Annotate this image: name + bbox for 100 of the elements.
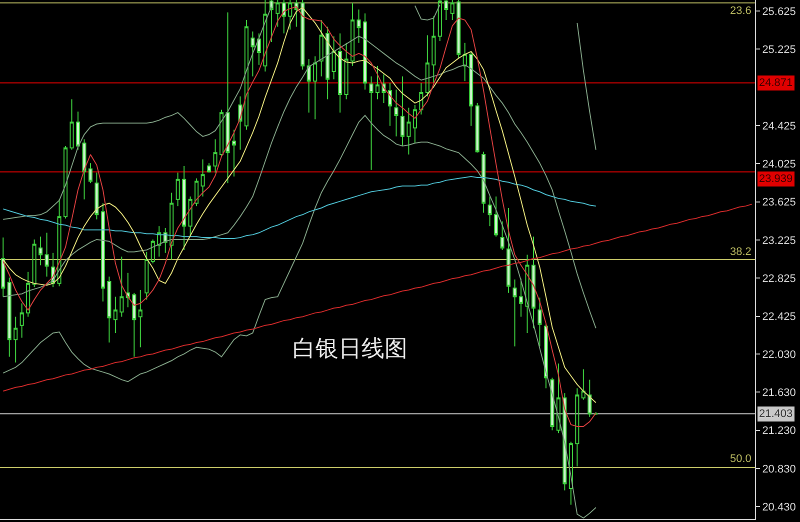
candlestick — [338, 32, 342, 114]
candlestick — [562, 392, 567, 491]
candlestick — [219, 109, 224, 157]
candlestick — [419, 82, 424, 115]
candlestick — [94, 172, 99, 220]
candlestick — [594, 412, 598, 416]
y-tick-label: 22.425 — [762, 311, 796, 324]
candlestick — [475, 102, 480, 154]
candlestick — [356, 9, 361, 44]
candlestick — [32, 238, 36, 288]
candlestick — [326, 26, 330, 100]
candlestick — [432, 16, 436, 84]
candlestick — [518, 278, 524, 318]
candlestick — [444, 0, 448, 21]
candlestick — [294, 0, 298, 28]
candlestick — [226, 12, 230, 184]
candlestick — [538, 297, 542, 347]
candlestick — [57, 198, 62, 287]
candlestick — [250, 30, 255, 77]
candlestick — [388, 82, 392, 126]
candlestick — [207, 162, 212, 174]
candlestick — [213, 138, 218, 174]
y-tick-label: 20.830 — [762, 463, 796, 476]
candlestick — [150, 238, 155, 264]
candlestick — [456, 0, 461, 59]
candlestick — [194, 178, 199, 207]
candlestick — [581, 368, 586, 400]
candlestick — [176, 172, 180, 207]
y-tick-label: 25.625 — [762, 6, 796, 18]
candlestick — [412, 104, 417, 144]
candlestick — [369, 76, 374, 170]
candlestick — [82, 138, 86, 200]
candlestick — [506, 207, 511, 294]
candlestick — [568, 441, 573, 506]
y-tick-label: 24.025 — [762, 158, 796, 170]
candlestick — [462, 42, 467, 82]
candlestick — [20, 302, 24, 338]
ref-line-label: 24.871 — [759, 77, 793, 89]
candlestick — [44, 232, 49, 278]
candlestick — [244, 20, 248, 130]
candlestick — [425, 34, 430, 97]
ref-line-label: 23.939 — [759, 173, 793, 185]
candlestick — [350, 2, 355, 66]
line-series — [2, 114, 596, 519]
candlestick — [313, 56, 318, 120]
candlestick — [300, 0, 305, 70]
line-series — [2, 176, 596, 240]
candlestick — [14, 316, 18, 364]
candlestick — [256, 32, 261, 66]
line-series — [2, 204, 752, 392]
candlestick — [500, 220, 504, 250]
candlestick — [400, 76, 404, 146]
candlestick — [525, 254, 530, 334]
candlestick — [288, 0, 292, 30]
candlestick — [7, 277, 12, 358]
candlestick — [469, 52, 474, 126]
candlestick — [113, 296, 118, 334]
candlestick — [120, 256, 124, 318]
y-tick-label: 22.825 — [762, 272, 796, 285]
candlestick — [263, 0, 268, 72]
y-tick-label: 20.430 — [762, 501, 796, 514]
candlestick — [306, 58, 311, 114]
candlestick — [556, 362, 560, 434]
y-tick-label: 23.225 — [762, 234, 796, 247]
candlestick — [394, 89, 398, 137]
candlestick — [107, 276, 112, 343]
y-tick-label: 21.630 — [762, 386, 796, 399]
candlestick — [544, 322, 548, 389]
y-tick-label: 22.030 — [762, 348, 796, 361]
candlestick — [100, 202, 105, 302]
candlestick — [126, 272, 130, 308]
candlestick — [482, 151, 486, 214]
candlestick — [157, 226, 162, 258]
candlestick — [344, 42, 348, 100]
candlestick — [182, 166, 186, 250]
candlestick — [550, 377, 554, 431]
candlestick — [450, 0, 454, 21]
annotation: 50.0 — [730, 453, 752, 465]
candlestick — [26, 271, 30, 318]
candlestick — [276, 0, 280, 28]
ref-line-label: 21.403 — [759, 408, 793, 420]
annotation: 23.6 — [730, 5, 752, 17]
candlestick — [406, 107, 411, 156]
candlestick — [63, 145, 68, 219]
candlestick — [200, 158, 205, 198]
candlestick — [144, 251, 149, 300]
candlestick — [1, 237, 6, 298]
candlestick — [132, 292, 136, 358]
candlestick — [375, 65, 380, 100]
candlestick — [88, 162, 92, 184]
candlestick — [138, 290, 142, 348]
candlestick — [282, 0, 286, 34]
annotation: 38.2 — [730, 246, 752, 258]
candlestick — [494, 196, 498, 238]
candlestick — [575, 388, 580, 468]
candlestick — [438, 0, 442, 42]
candlestick — [512, 279, 517, 347]
candlestick — [362, 12, 368, 90]
candlestick — [588, 379, 592, 418]
text: 白银日线图 — [292, 336, 408, 362]
